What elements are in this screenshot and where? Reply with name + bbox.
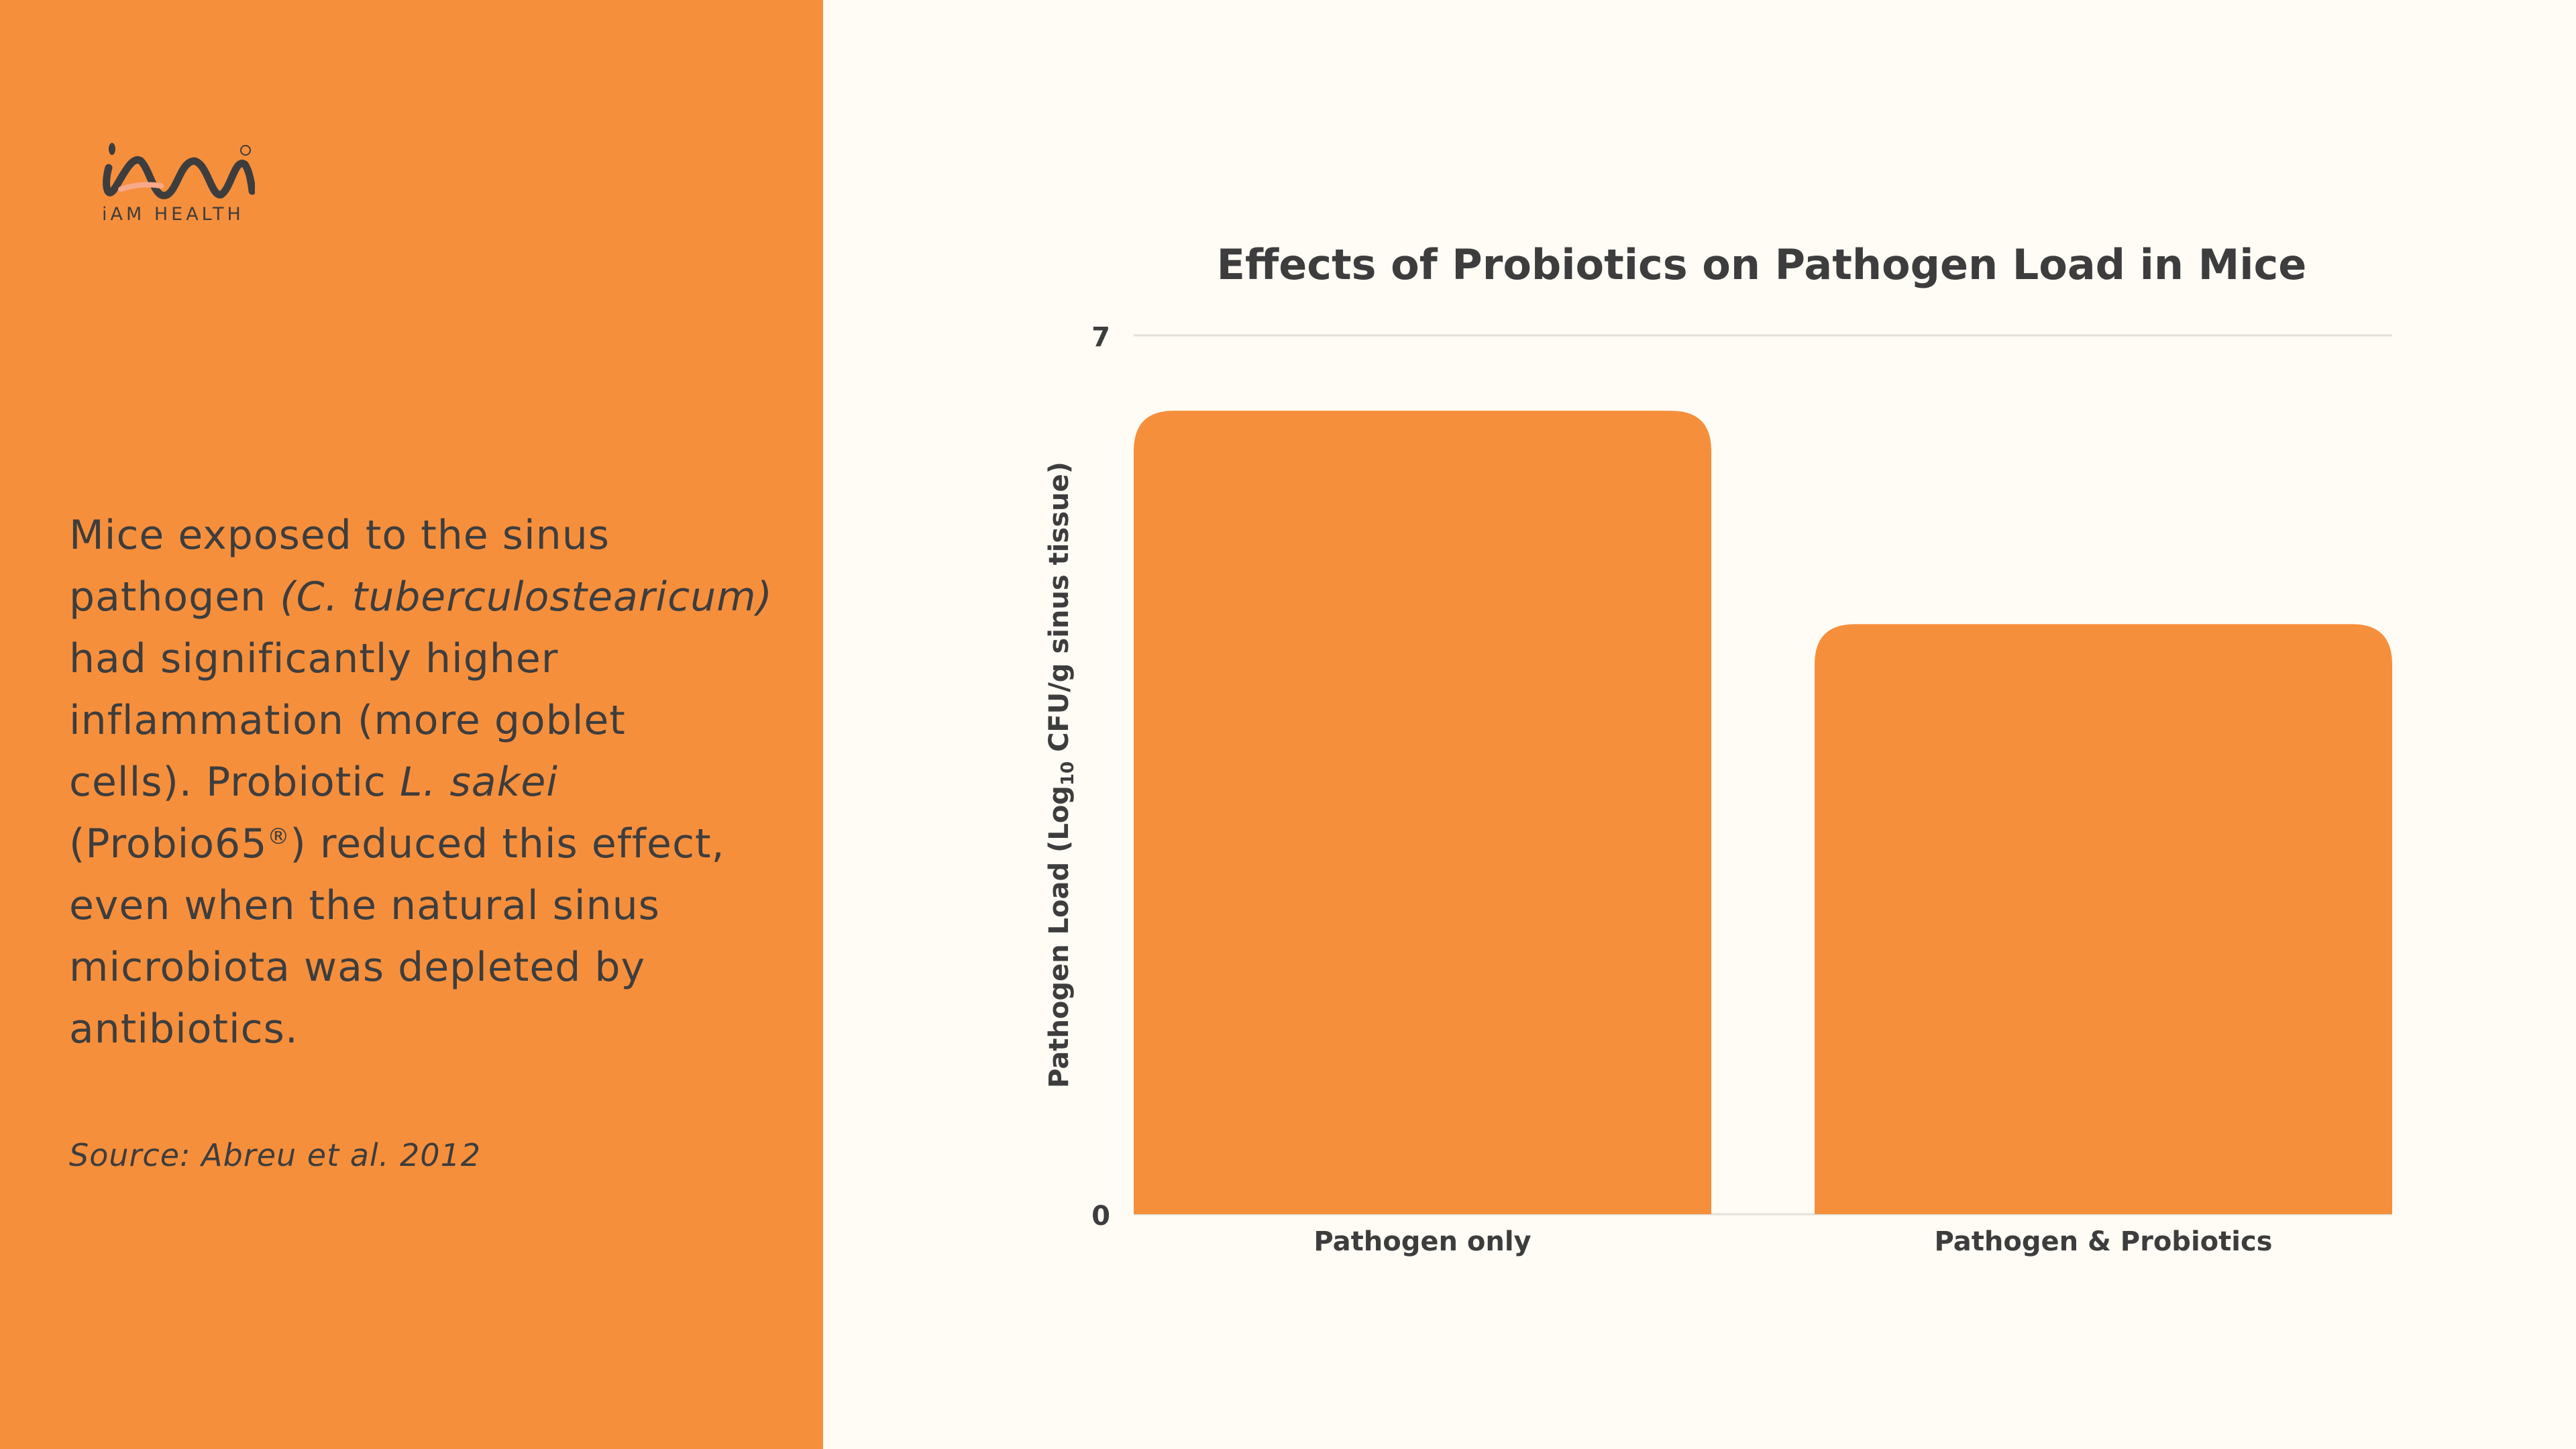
text-segment: microbiota was depleted by — [69, 944, 646, 991]
logo-wordmark: iAM HEALTH — [102, 204, 244, 225]
description-line: antibiotics. — [69, 998, 807, 1060]
text-segment: Mice exposed to the sinus — [69, 512, 610, 559]
text-segment: had significantly higher — [69, 635, 559, 682]
y-axis-label: Pathogen Load (Log10 CFU/g sinus tissue) — [1044, 462, 1078, 1088]
x-tick-label: Pathogen only — [1313, 1226, 1531, 1257]
bar — [1815, 624, 2392, 1214]
text-segment: even when the natural sinus — [69, 882, 660, 929]
description-line: pathogen (C. tuberculostearicum) — [69, 566, 807, 628]
source-citation: Source: Abreu et al. 2012 — [69, 1137, 482, 1173]
y-tick-label: 7 — [1091, 322, 1110, 353]
description-line: inflammation (more goblet — [69, 690, 807, 751]
text-segment: (C. tuberculostearicum) — [280, 574, 773, 621]
text-segment: pathogen — [69, 574, 280, 621]
text-segment: (Probio65 — [69, 820, 268, 867]
bar — [1134, 411, 1711, 1215]
text-segment: L. sakei — [399, 759, 558, 806]
description-line: Mice exposed to the sinus — [69, 504, 807, 566]
text-segment: cells). Probiotic — [69, 759, 400, 806]
description-line: even when the natural sinus — [69, 875, 807, 936]
description-line: microbiota was depleted by — [69, 936, 807, 998]
description-line: cells). Probiotic L. sakei — [69, 751, 807, 813]
info-panel: iAM HEALTH Mice exposed to the sinus path… — [0, 0, 823, 1449]
description-line: had significantly higher — [69, 628, 807, 690]
text-segment: ) reduced this effect, — [290, 820, 725, 867]
x-tick-label: Pathogen & Probiotics — [1935, 1226, 2273, 1257]
description-text: Mice exposed to the sinus pathogen (C. tu… — [69, 504, 807, 1060]
text-segment: ® — [267, 823, 290, 850]
text-segment: antibiotics. — [69, 1006, 299, 1053]
chart-title: Effects of Probiotics on Pathogen Load i… — [1217, 240, 2307, 289]
description-line: (Probio65®) reduced this effect, — [69, 813, 807, 875]
y-tick-label: 0 — [1091, 1201, 1110, 1232]
text-segment: inflammation (more goblet — [69, 697, 626, 744]
iam-health-logo — [103, 143, 255, 199]
